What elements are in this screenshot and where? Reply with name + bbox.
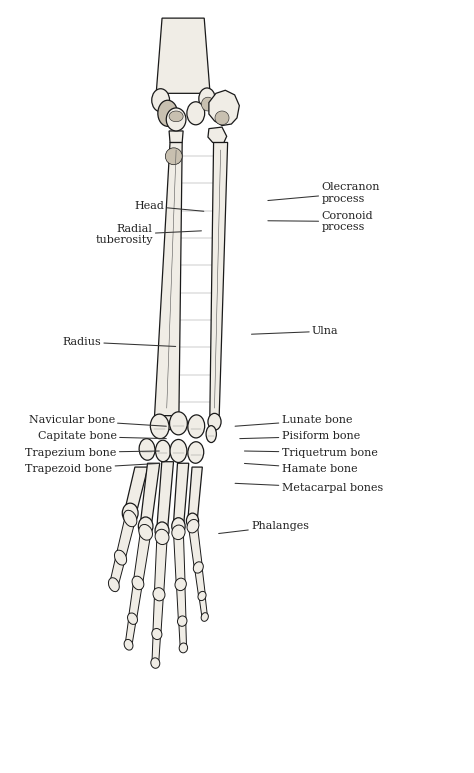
Ellipse shape xyxy=(170,440,187,462)
Polygon shape xyxy=(208,127,227,142)
Text: Trapezium bone: Trapezium bone xyxy=(25,448,159,458)
Text: Ulna: Ulna xyxy=(252,326,338,336)
Ellipse shape xyxy=(170,412,187,435)
Polygon shape xyxy=(134,530,151,585)
Ellipse shape xyxy=(128,613,137,625)
Ellipse shape xyxy=(169,111,183,121)
Ellipse shape xyxy=(177,616,187,626)
Polygon shape xyxy=(153,594,164,635)
Ellipse shape xyxy=(155,522,169,540)
Ellipse shape xyxy=(124,639,133,650)
Ellipse shape xyxy=(122,503,138,523)
Ellipse shape xyxy=(152,628,162,639)
Ellipse shape xyxy=(139,524,153,540)
Polygon shape xyxy=(189,525,202,569)
Polygon shape xyxy=(173,532,185,585)
Polygon shape xyxy=(173,463,189,526)
Ellipse shape xyxy=(208,414,221,431)
Polygon shape xyxy=(156,18,210,94)
Ellipse shape xyxy=(198,591,206,601)
Ellipse shape xyxy=(166,108,186,131)
Polygon shape xyxy=(176,584,186,621)
Ellipse shape xyxy=(186,513,199,529)
Ellipse shape xyxy=(165,148,182,165)
Ellipse shape xyxy=(175,578,186,591)
Ellipse shape xyxy=(152,89,170,112)
Text: Phalanges: Phalanges xyxy=(219,521,309,533)
Ellipse shape xyxy=(155,530,169,544)
Polygon shape xyxy=(155,142,182,416)
Polygon shape xyxy=(157,461,173,531)
Polygon shape xyxy=(151,416,183,430)
Ellipse shape xyxy=(206,426,217,442)
Ellipse shape xyxy=(151,658,160,669)
Polygon shape xyxy=(179,621,187,649)
Polygon shape xyxy=(152,634,161,663)
Ellipse shape xyxy=(109,577,119,591)
Text: Lunate bone: Lunate bone xyxy=(235,415,352,426)
Text: Capitate bone: Capitate bone xyxy=(38,431,166,441)
Ellipse shape xyxy=(201,97,215,111)
Ellipse shape xyxy=(179,643,188,653)
Text: Triquetrum bone: Triquetrum bone xyxy=(245,448,377,458)
Ellipse shape xyxy=(172,525,185,540)
Text: Hamate bone: Hamate bone xyxy=(245,464,357,474)
Polygon shape xyxy=(195,566,205,597)
Text: Navicular bone: Navicular bone xyxy=(28,415,166,426)
Ellipse shape xyxy=(187,102,205,124)
Ellipse shape xyxy=(199,88,215,110)
Ellipse shape xyxy=(114,550,127,565)
Polygon shape xyxy=(199,595,208,618)
Polygon shape xyxy=(128,581,142,620)
Ellipse shape xyxy=(188,441,204,463)
Text: Coronoid
process: Coronoid process xyxy=(268,211,373,233)
Polygon shape xyxy=(210,142,228,416)
Text: Metacarpal bones: Metacarpal bones xyxy=(235,483,383,493)
Polygon shape xyxy=(209,90,239,125)
Ellipse shape xyxy=(193,562,203,573)
Text: Radius: Radius xyxy=(63,337,176,347)
Ellipse shape xyxy=(150,414,169,439)
Polygon shape xyxy=(140,463,160,526)
Polygon shape xyxy=(124,467,148,513)
Ellipse shape xyxy=(158,100,177,126)
Ellipse shape xyxy=(187,519,199,533)
Text: Head: Head xyxy=(135,201,204,211)
Polygon shape xyxy=(125,617,136,646)
Text: Olecranon
process: Olecranon process xyxy=(268,182,380,204)
Ellipse shape xyxy=(139,438,155,460)
Ellipse shape xyxy=(155,440,171,461)
Polygon shape xyxy=(116,516,135,560)
Text: Trapezoid bone: Trapezoid bone xyxy=(25,463,159,474)
Polygon shape xyxy=(110,555,125,587)
Ellipse shape xyxy=(201,613,209,621)
Ellipse shape xyxy=(153,587,165,601)
Text: Radial
tuberosity: Radial tuberosity xyxy=(95,223,201,245)
Polygon shape xyxy=(169,131,183,142)
Polygon shape xyxy=(155,536,167,595)
Text: Pisiform bone: Pisiform bone xyxy=(240,431,360,441)
Ellipse shape xyxy=(215,111,229,124)
Ellipse shape xyxy=(138,517,153,536)
Ellipse shape xyxy=(172,518,185,535)
Ellipse shape xyxy=(132,576,144,590)
Ellipse shape xyxy=(188,415,205,438)
Polygon shape xyxy=(188,467,202,521)
Ellipse shape xyxy=(124,510,137,526)
